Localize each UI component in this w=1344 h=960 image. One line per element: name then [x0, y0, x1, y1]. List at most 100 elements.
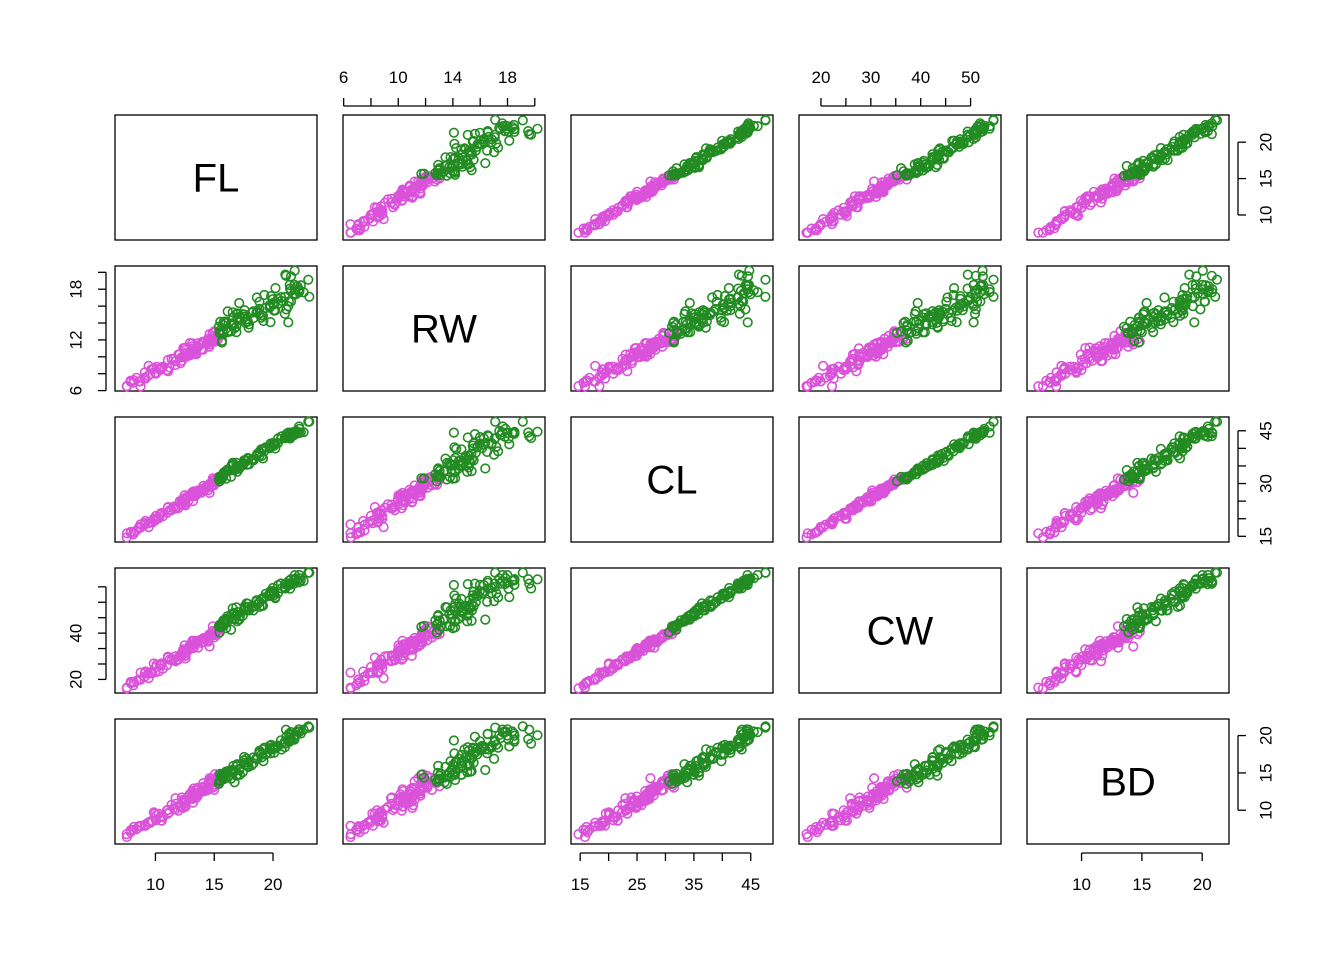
- tick-label: 10: [1256, 801, 1275, 820]
- data-point: [148, 363, 159, 374]
- data-point: [273, 298, 284, 309]
- data-point: [406, 642, 417, 653]
- data-point: [1195, 578, 1206, 589]
- data-point: [504, 439, 515, 450]
- data-point: [663, 327, 675, 339]
- data-point: [621, 359, 632, 371]
- data-point: [1084, 644, 1095, 655]
- panel-CL-vs-RW: [342, 416, 546, 543]
- tick-label: 15: [1256, 169, 1275, 188]
- data-point: [180, 493, 191, 504]
- data-point: [155, 660, 166, 671]
- data-point: [722, 299, 734, 310]
- data-point: [532, 123, 543, 134]
- data-point: [733, 579, 744, 591]
- data-point: [392, 650, 404, 661]
- data-point: [1051, 515, 1062, 527]
- data-point: [1146, 453, 1157, 464]
- panel-frame: [798, 416, 1002, 543]
- data-point: [877, 343, 889, 354]
- data-point: [204, 339, 215, 350]
- data-point: [1138, 166, 1150, 177]
- data-point: [389, 505, 400, 516]
- data-point: [868, 487, 880, 499]
- data-point: [724, 138, 736, 149]
- data-point: [1199, 296, 1210, 307]
- data-point: [636, 644, 647, 655]
- data-point: [197, 344, 209, 355]
- data-point: [404, 180, 415, 191]
- data-point: [1195, 304, 1206, 315]
- data-point: [457, 161, 468, 172]
- data-point: [968, 133, 979, 145]
- data-point: [723, 591, 735, 603]
- data-point: [636, 342, 647, 353]
- data-point: [947, 135, 958, 146]
- data-point: [743, 279, 755, 291]
- data-point: [838, 507, 849, 518]
- tick-label: 10: [1256, 206, 1275, 225]
- data-point: [379, 651, 391, 662]
- data-point: [1173, 585, 1185, 597]
- data-point: [444, 458, 455, 469]
- data-point: [817, 360, 829, 372]
- data-point: [254, 447, 265, 458]
- data-point: [876, 344, 887, 355]
- data-point: [448, 579, 460, 591]
- data-point: [1060, 510, 1071, 521]
- data-point: [988, 291, 999, 302]
- data-point: [254, 303, 265, 314]
- data-point: [631, 349, 642, 361]
- data-point: [408, 191, 419, 202]
- data-point: [851, 366, 862, 377]
- data-point: [408, 493, 419, 504]
- panel-FL-vs-CL: [570, 114, 774, 241]
- data-point: [645, 176, 656, 187]
- data-point: [958, 301, 969, 312]
- data-point: [951, 440, 963, 451]
- data-point: [724, 585, 736, 597]
- right-axis-FL: 10 15 20: [1237, 133, 1275, 225]
- data-point: [288, 578, 300, 589]
- data-point: [912, 297, 923, 309]
- data-point: [462, 129, 473, 140]
- data-point: [180, 351, 191, 363]
- data-point: [879, 182, 890, 193]
- data-point: [1123, 170, 1134, 181]
- data-point: [478, 433, 490, 444]
- data-point: [397, 191, 409, 202]
- tick-label: 18: [66, 280, 85, 299]
- bottom-axis-CL: 15 25 35 45: [571, 852, 760, 894]
- data-point: [740, 578, 751, 589]
- data-point: [155, 508, 166, 519]
- data-point: [379, 502, 391, 513]
- data-point: [826, 367, 837, 378]
- data-point: [371, 660, 383, 671]
- panel-frame: [570, 567, 774, 694]
- data-point: [1077, 197, 1088, 208]
- data-point: [396, 645, 407, 656]
- data-point: [1179, 133, 1190, 145]
- data-point: [466, 146, 477, 157]
- data-point: [712, 289, 723, 301]
- data-point: [1108, 344, 1120, 355]
- data-point: [1044, 529, 1056, 540]
- data-point: [908, 467, 920, 478]
- panel-frame: [342, 567, 546, 694]
- data-point: [280, 269, 291, 280]
- data-point: [921, 161, 932, 172]
- data-point: [958, 438, 969, 449]
- data-point: [374, 658, 385, 669]
- data-point: [478, 579, 490, 591]
- data-point: [416, 621, 427, 633]
- panel-frame: [798, 265, 1002, 392]
- tick-label: 18: [498, 68, 517, 87]
- panel-CW-vs-RW: [342, 567, 546, 694]
- data-point: [444, 609, 455, 620]
- data-point: [1148, 308, 1159, 319]
- data-point: [469, 429, 481, 440]
- data-point: [416, 168, 427, 179]
- panel-BD-vs-CW: [798, 718, 1002, 845]
- data-point: [647, 182, 659, 193]
